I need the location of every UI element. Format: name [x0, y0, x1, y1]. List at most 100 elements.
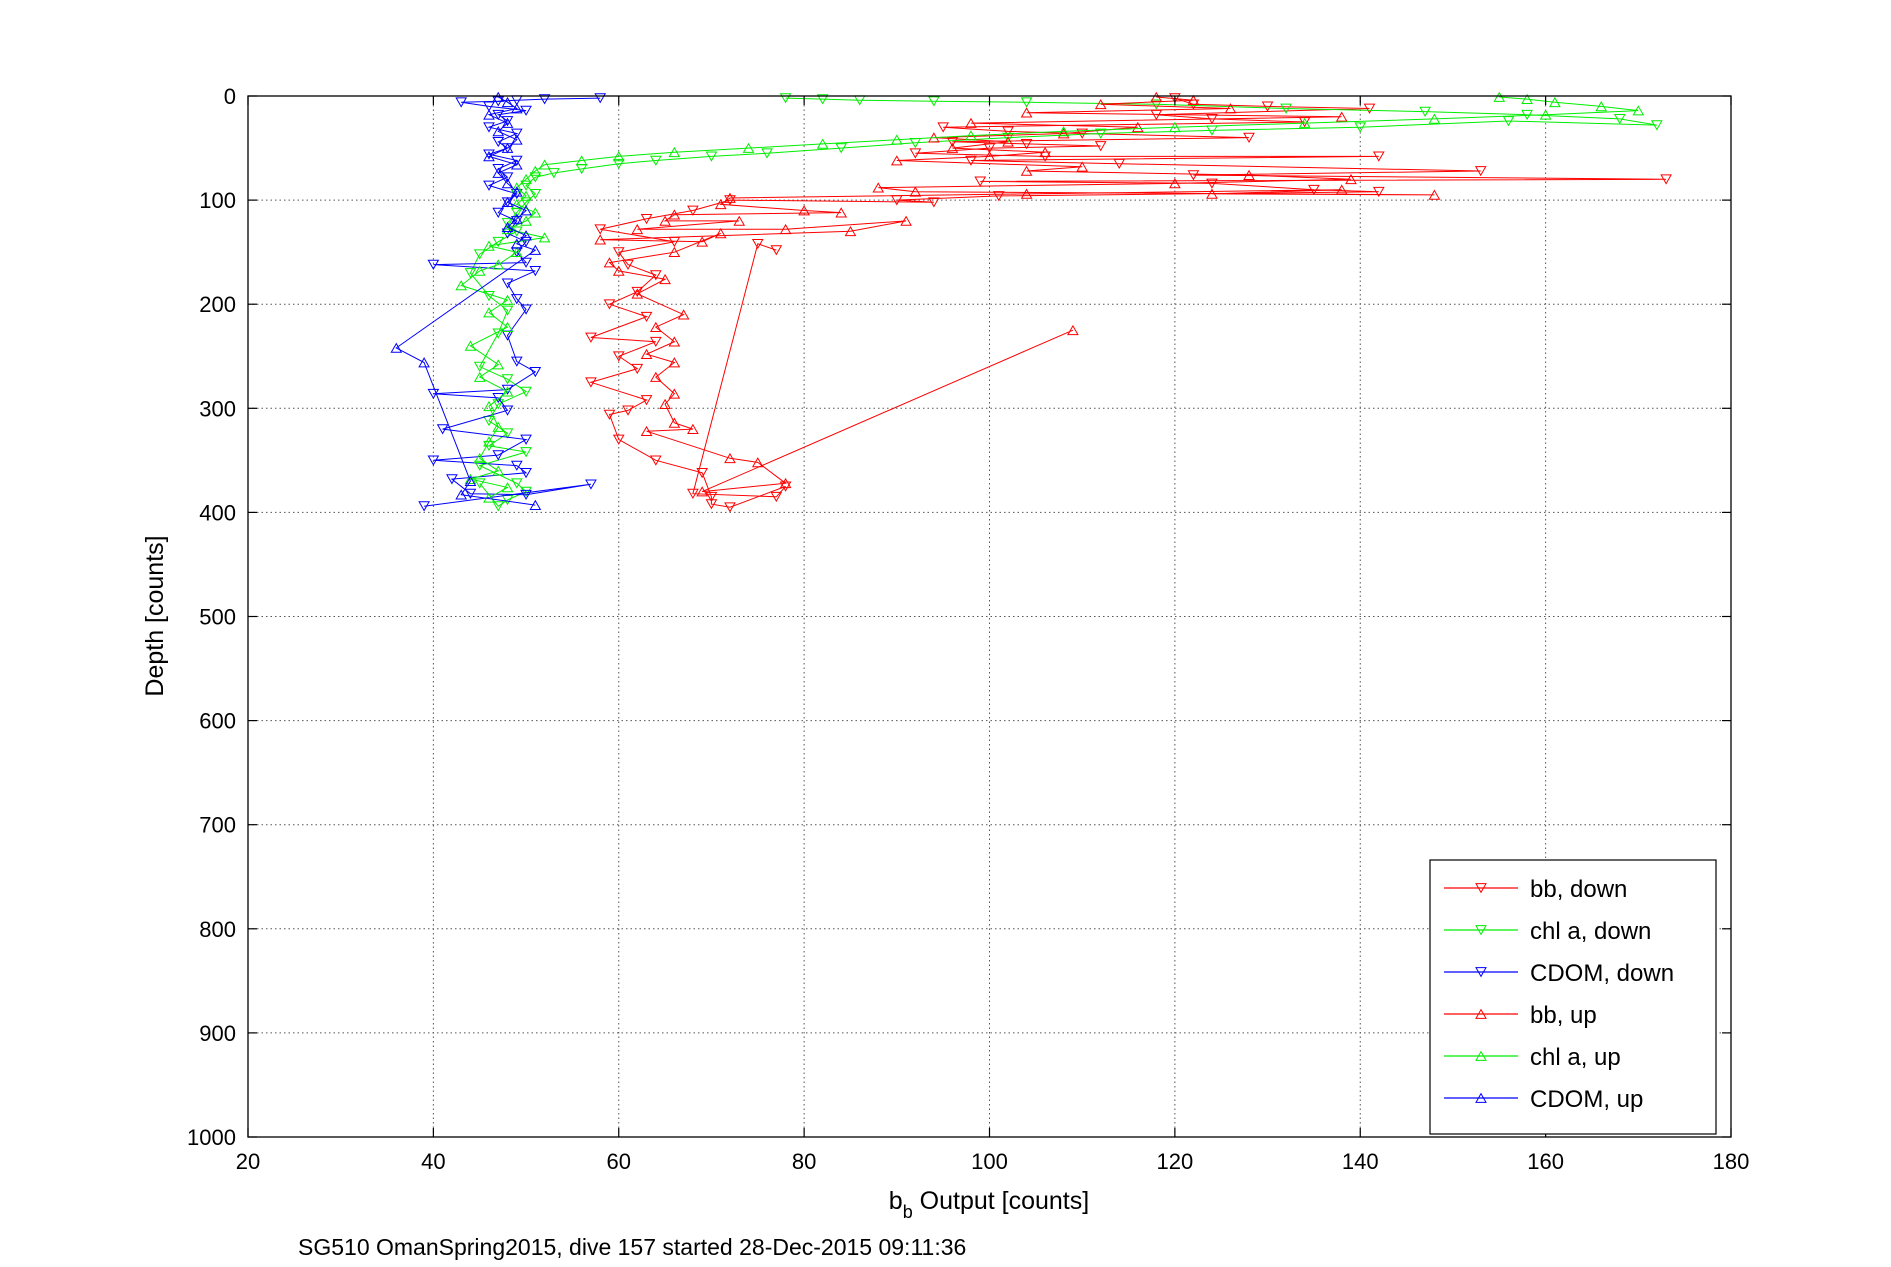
- data-point: [631, 286, 644, 298]
- data-point: [946, 142, 959, 153]
- data-point: [992, 191, 1005, 202]
- data-point: [418, 357, 430, 368]
- x-tick-label: 120: [1157, 1149, 1194, 1174]
- data-point: [1261, 101, 1274, 112]
- data-point: [473, 478, 486, 489]
- data-point: [501, 305, 514, 316]
- data-point: [705, 499, 718, 510]
- data-point: [816, 138, 829, 149]
- data-point: [520, 489, 532, 501]
- data-point: [520, 467, 532, 479]
- data-point: [696, 467, 709, 479]
- data-point: [724, 192, 736, 203]
- data-point: [1057, 128, 1070, 139]
- data-point: [779, 93, 792, 104]
- x-tick-label: 40: [421, 1149, 445, 1174]
- data-point: [492, 399, 505, 410]
- data-point: [492, 501, 505, 512]
- data-point: [1419, 106, 1431, 117]
- data-point: [1372, 186, 1385, 198]
- data-point: [1094, 128, 1107, 139]
- data-point: [612, 351, 625, 362]
- data-point: [687, 423, 699, 434]
- data-point: [594, 93, 607, 104]
- data-point: [1113, 158, 1126, 170]
- data-point: [1187, 94, 1200, 106]
- data-point: [770, 491, 783, 503]
- data-point: [1039, 146, 1051, 158]
- data-point: [1150, 91, 1163, 102]
- data-point: [714, 198, 727, 210]
- data-point: [501, 294, 514, 305]
- data-point: [1094, 141, 1107, 152]
- data-point: [483, 122, 495, 133]
- data-point: [501, 386, 514, 397]
- data-point: [761, 148, 773, 159]
- data-point: [501, 218, 514, 229]
- data-point: [501, 117, 514, 128]
- data-point: [510, 460, 523, 471]
- data-point: [724, 452, 736, 464]
- data-point: [640, 213, 653, 225]
- data-point: [585, 332, 597, 343]
- legend-label: chl a, down: [1530, 918, 1651, 945]
- data-point: [1020, 139, 1033, 150]
- y-tick-label: 0: [224, 84, 236, 109]
- data-point: [603, 299, 616, 310]
- data-point: [492, 236, 505, 248]
- data-point: [520, 180, 532, 191]
- legend-marker: [1475, 1092, 1487, 1103]
- data-point: [492, 91, 505, 102]
- data-point: [492, 259, 505, 270]
- data-point: [1335, 111, 1348, 122]
- data-point: [520, 205, 532, 216]
- data-point: [492, 450, 505, 461]
- y-tick-label: 100: [199, 188, 236, 213]
- data-point: [640, 395, 653, 406]
- data-point: [1002, 132, 1014, 143]
- data-point: [510, 159, 523, 170]
- data-point: [594, 224, 607, 235]
- data-point: [1020, 97, 1033, 108]
- data-point: [844, 225, 857, 237]
- data-point: [529, 266, 542, 277]
- data-point: [520, 190, 532, 201]
- data-point: [520, 447, 532, 458]
- series-line: [460, 96, 1639, 499]
- data-point: [779, 477, 792, 489]
- data-point: [483, 149, 495, 160]
- y-tick-label: 900: [199, 1021, 236, 1046]
- x-tick-label: 100: [971, 1149, 1008, 1174]
- data-point: [983, 151, 996, 162]
- data-point: [631, 223, 644, 235]
- data-point: [1131, 121, 1144, 133]
- data-point: [483, 436, 495, 447]
- data-point: [455, 489, 468, 500]
- data-point: [1335, 184, 1348, 195]
- data-point: [483, 109, 495, 120]
- data-point: [1502, 116, 1515, 127]
- data-point: [1057, 126, 1070, 137]
- data-point: [835, 143, 848, 154]
- data-point: [455, 97, 468, 108]
- data-point: [529, 367, 542, 378]
- data-point: [1020, 107, 1033, 118]
- data-point: [492, 126, 505, 137]
- data-point: [520, 304, 532, 315]
- data-point: [1076, 161, 1089, 172]
- data-point: [520, 230, 532, 241]
- data-point: [631, 363, 644, 375]
- data-point: [483, 151, 495, 162]
- y-tick-label: 1000: [187, 1125, 236, 1150]
- series-line: [600, 96, 1435, 493]
- legend-label: bb, up: [1530, 1002, 1597, 1029]
- data-point: [668, 246, 681, 257]
- data-point: [668, 209, 681, 220]
- data-point: [501, 482, 514, 493]
- data-point: [501, 405, 514, 416]
- series-line: [395, 96, 537, 506]
- data-point: [492, 109, 505, 121]
- data-point: [501, 321, 514, 332]
